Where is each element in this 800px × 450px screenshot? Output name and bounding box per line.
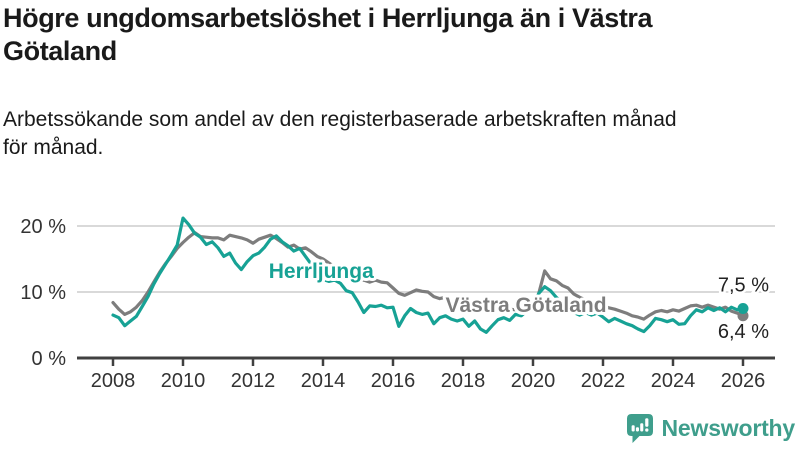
x-axis-label: 2020 <box>511 370 556 392</box>
v-stra-g-taland-series-label: Västra Götaland <box>446 294 607 317</box>
x-axis-label: 2012 <box>231 370 276 392</box>
x-axis-label: 2022 <box>581 370 626 392</box>
herrljunga-end-value-label: 7,5 % <box>718 275 769 297</box>
y-axis-label: 10 % <box>20 282 66 304</box>
herrljunga-line <box>111 216 745 334</box>
x-axis-label: 2010 <box>161 370 206 392</box>
x-axis-label: 2024 <box>651 370 696 392</box>
newsworthy-wordmark: Newsworthy <box>661 415 796 441</box>
chart-subtitle: Arbetssökande som andel av den registerb… <box>3 108 677 159</box>
newsworthy-speech-bubble-bar-chart-icon <box>626 414 653 443</box>
x-axis-label: 2026 <box>721 370 766 392</box>
newsworthy-logo: Newsworthy <box>626 413 795 444</box>
herrljunga-series-label: Herrljunga <box>269 260 374 283</box>
y-axis-label: 20 % <box>20 216 66 238</box>
x-axis-label: 2008 <box>91 370 136 392</box>
chart-title: Högre ungdomsarbetslöshet i Herrljunga ä… <box>3 3 653 66</box>
x-axis-label: 2014 <box>301 370 346 392</box>
x-axis-label: 2016 <box>371 370 416 392</box>
y-axis-label: 0 % <box>32 348 67 370</box>
unemployment-line-chart: 2008 2010 2012 2014 2016 2018 2020 2022 2024 2026… <box>20 216 775 392</box>
herrljunga-end-dot <box>737 303 749 314</box>
x-axis-label: 2018 <box>441 370 486 392</box>
v-stra-g-taland-line <box>111 230 745 321</box>
v-stra-g-taland-end-value-label: 6,4 % <box>718 321 769 343</box>
